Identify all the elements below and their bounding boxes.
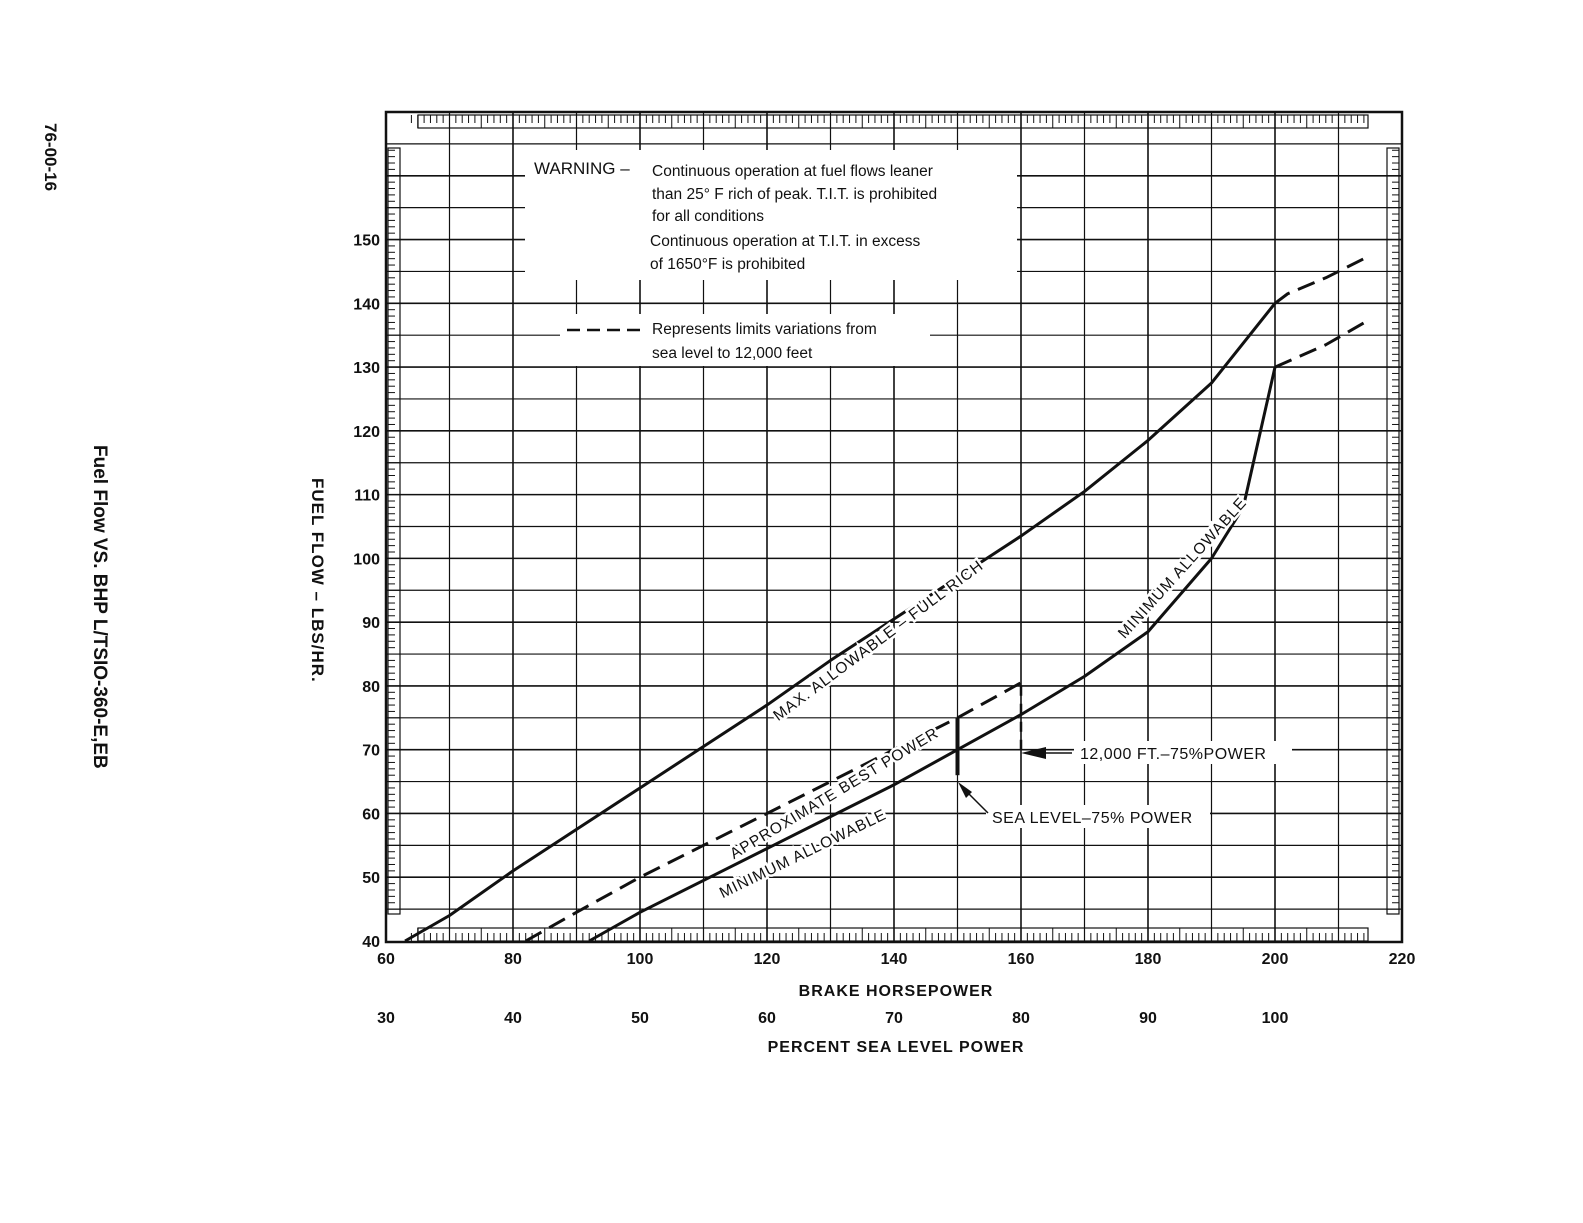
sea-level-marker-label: SEA LEVEL–75% POWER [992, 810, 1193, 827]
x-tick-label: 160 [1008, 951, 1035, 968]
series-line [404, 302, 1277, 943]
x-tick-label: 120 [754, 951, 781, 968]
x-tick-label: 100 [627, 951, 654, 968]
x2-tick-label: 40 [504, 1010, 522, 1027]
x-tick-label: 60 [377, 951, 395, 968]
legend-line-1: Represents limits variations from [652, 321, 877, 338]
curve-label: MINIMUM ALLOWABLE [1115, 494, 1250, 642]
legend-line-2: sea level to 12,000 feet [652, 345, 813, 362]
series-line [1274, 254, 1371, 305]
bottom-scale-bar [417, 927, 1369, 942]
x-tick-label: 200 [1262, 951, 1289, 968]
y-tick-label: 70 [362, 743, 380, 760]
right-scale-bar [1386, 147, 1400, 915]
x2-tick-label: 60 [758, 1010, 776, 1027]
x-tick-label: 180 [1135, 951, 1162, 968]
y-tick-label: 110 [354, 488, 380, 505]
alt-marker-label: 12,000 FT.–75%POWER [1080, 746, 1266, 763]
y-tick-label: 140 [353, 296, 380, 313]
x2-tick-label: 30 [377, 1010, 395, 1027]
x-tick-label: 220 [1389, 951, 1416, 968]
axis-labels: 60 80 100 120 140 160 180 200 220 30 40 50 60 70 80 90 1… [353, 233, 1415, 1027]
series-line [1274, 317, 1371, 369]
series-line [524, 681, 1022, 943]
x2-tick-label: 80 [1012, 1010, 1030, 1027]
markers-layer [955, 682, 1023, 776]
y-tick-label: 120 [353, 424, 380, 441]
x2-tick-label: 100 [1262, 1010, 1289, 1027]
y-tick-label: 40 [362, 934, 380, 951]
warning-line-5: of 1650°F is prohibited [650, 256, 805, 273]
warning-line-4: Continuous operation at T.I.T. in excess [650, 233, 921, 250]
x-tick-label: 140 [881, 951, 908, 968]
y-tick-label: 80 [362, 679, 380, 696]
x2-tick-label: 70 [885, 1010, 903, 1027]
warning-line-2: than 25° F rich of peak. T.I.T. is prohi… [652, 186, 937, 203]
top-scale-bar [417, 114, 1369, 129]
sea-level-label-background [986, 805, 1210, 828]
x2-tick-label: 90 [1139, 1010, 1157, 1027]
warning-background [525, 150, 1017, 280]
legend-background [560, 314, 930, 366]
y-tick-label: 60 [362, 806, 380, 823]
left-scale-bar [387, 147, 401, 915]
sea-level-arrowhead [958, 782, 972, 798]
y-tick-label: 150 [353, 233, 380, 250]
x2-tick-label: 50 [631, 1010, 649, 1027]
alt-label-background [1074, 741, 1292, 764]
warning-line-1: Continuous operation at fuel flows leane… [652, 163, 933, 180]
alt-arrowhead [1021, 747, 1046, 759]
warning-line-3: for all conditions [652, 208, 764, 225]
x-tick-label: 80 [504, 951, 522, 968]
y-tick-label: 100 [353, 551, 380, 568]
x-axis-label: BRAKE HORSEPOWER [799, 983, 994, 1000]
y-tick-label: 130 [353, 360, 380, 377]
y-tick-label: 50 [362, 870, 380, 887]
x2-axis-label: PERCENT SEA LEVEL POWER [768, 1039, 1025, 1056]
curve-label: MAX. ALLOWABLE – FULL RICH [770, 557, 987, 724]
warning-head: WARNING – [534, 159, 630, 178]
y-tick-label: 90 [362, 615, 380, 632]
